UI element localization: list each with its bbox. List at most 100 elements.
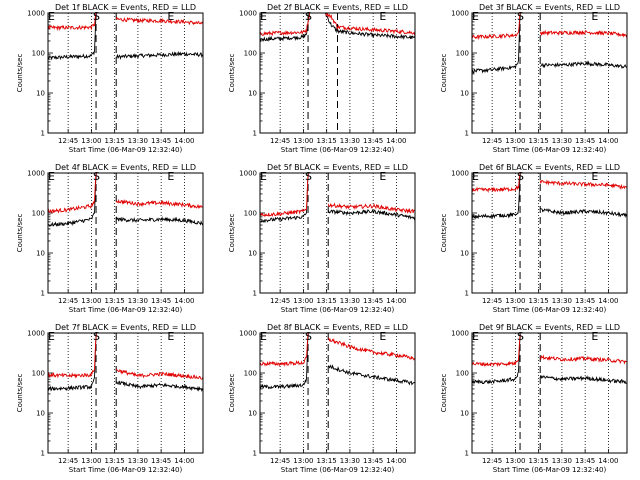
series-black-line — [48, 333, 203, 393]
plot-frame — [259, 172, 416, 294]
y-tick-label: 100 — [456, 210, 469, 218]
series-red-line — [48, 333, 203, 380]
panel-det-2: 12:45 13:00 13:15 13:30 13:45 14:00 1 10 100 1000… — [228, 3, 416, 154]
y-axis-label: Counts/sec — [228, 214, 236, 253]
panel-title: Det 6f BLACK = Events, RED = LLD — [479, 163, 620, 172]
y-tick-label: 10 — [248, 90, 257, 98]
y-tick-label: 1000 — [27, 330, 45, 338]
plot-frame — [259, 332, 416, 454]
x-tick-label: 13:45 — [575, 297, 595, 305]
x-tick-label: 13:45 — [363, 457, 383, 465]
y-tick-label: 100 — [456, 50, 469, 58]
x-tick-label: 13:30 — [340, 297, 360, 305]
x-tick-label: 13:30 — [552, 137, 572, 145]
x-tick-label: 13:30 — [128, 297, 148, 305]
x-axis-label: Start Time (06-Mar-09 12:32:40) — [69, 146, 183, 154]
x-tick-label: 13:00 — [293, 457, 313, 465]
x-tick-label: 12:45 — [270, 457, 290, 465]
event-marker-label: E — [472, 330, 479, 343]
x-tick-label: 13:15 — [105, 297, 125, 305]
y-tick-label: 1000 — [27, 10, 45, 18]
event-marker-label: S — [93, 330, 100, 343]
y-tick-label: 1000 — [239, 330, 257, 338]
x-axis-label: Start Time (06-Mar-09 12:32:40) — [493, 466, 607, 474]
x-tick-label: 13:45 — [363, 137, 383, 145]
y-tick-label: 1 — [465, 450, 469, 458]
event-marker-label: E — [379, 170, 386, 183]
panel-title: Det 8f BLACK = Events, RED = LLD — [267, 323, 408, 332]
event-marker-label: E — [591, 170, 598, 183]
x-tick-label: 14:00 — [174, 297, 194, 305]
event-marker-label: E — [48, 170, 55, 183]
y-tick-label: 1 — [253, 290, 257, 298]
y-tick-label: 10 — [36, 410, 45, 418]
y-tick-label: 1 — [41, 130, 45, 138]
x-tick-label: 13:15 — [317, 297, 337, 305]
x-tick-label: 13:45 — [151, 137, 171, 145]
y-axis-label: Counts/sec — [16, 54, 24, 93]
panel-title: Det 3f BLACK = Events, RED = LLD — [479, 3, 620, 12]
panel-det-6: 12:45 13:00 13:15 13:30 13:45 14:00 1 10 100 1000… — [440, 163, 628, 314]
y-tick-label: 100 — [32, 210, 45, 218]
series-black-line — [472, 173, 627, 220]
y-tick-label: 10 — [460, 90, 469, 98]
x-tick-label: 12:45 — [270, 137, 290, 145]
x-axis-label: Start Time (06-Mar-09 12:32:40) — [69, 466, 183, 474]
x-tick-label: 13:45 — [363, 297, 383, 305]
y-tick-label: 1000 — [451, 330, 469, 338]
event-marker-label: E — [591, 10, 598, 23]
y-tick-label: 10 — [248, 250, 257, 258]
x-axis-label: Start Time (06-Mar-09 12:32:40) — [281, 466, 395, 474]
y-tick-label: 1000 — [239, 10, 257, 18]
y-tick-label: 1 — [253, 450, 257, 458]
x-tick-label: 12:45 — [58, 297, 78, 305]
event-marker-label: S — [305, 10, 312, 23]
panel-det-9: 12:45 13:00 13:15 13:30 13:45 14:00 1 10 100 1000… — [440, 323, 628, 474]
y-tick-label: 100 — [32, 50, 45, 58]
x-axis-label: Start Time (06-Mar-09 12:32:40) — [281, 146, 395, 154]
series-black-line — [48, 13, 203, 61]
event-marker-label: S — [93, 170, 100, 183]
y-axis-label: Counts/sec — [440, 374, 448, 413]
series-red-line — [48, 13, 203, 32]
x-tick-label: 13:15 — [317, 457, 337, 465]
x-tick-label: 12:45 — [270, 297, 290, 305]
x-tick-label: 13:15 — [529, 457, 549, 465]
event-marker-label: E — [379, 10, 386, 23]
panel-title: Det 2f BLACK = Events, RED = LLD — [267, 3, 408, 12]
x-tick-label: 13:00 — [293, 137, 313, 145]
plot-frame — [471, 332, 628, 454]
panel-title: Det 1f BLACK = Events, RED = LLD — [55, 3, 196, 12]
y-axis-label: Counts/sec — [440, 214, 448, 253]
y-axis-label: Counts/sec — [440, 54, 448, 93]
x-tick-label: 13:15 — [529, 137, 549, 145]
x-tick-label: 13:00 — [505, 457, 525, 465]
x-tick-label: 13:30 — [128, 457, 148, 465]
x-tick-label: 14:00 — [598, 457, 618, 465]
plot-frame — [47, 12, 204, 134]
series-black-line — [260, 333, 415, 390]
y-axis-label: Counts/sec — [16, 374, 24, 413]
x-tick-label: 13:00 — [81, 137, 101, 145]
series-black-line — [472, 13, 627, 74]
event-marker-label: S — [517, 170, 524, 183]
x-tick-label: 13:00 — [81, 457, 101, 465]
panel-title: Det 9f BLACK = Events, RED = LLD — [479, 323, 620, 332]
x-tick-label: 14:00 — [598, 297, 618, 305]
plot-frame — [47, 332, 204, 454]
event-marker-label: S — [517, 330, 524, 343]
event-marker-label: S — [517, 10, 524, 23]
event-marker-label: E — [472, 170, 479, 183]
event-marker-label: E — [167, 10, 174, 23]
series-black-line — [472, 334, 627, 385]
x-tick-label: 13:00 — [505, 137, 525, 145]
x-tick-label: 12:45 — [482, 457, 502, 465]
y-tick-label: 1 — [253, 130, 257, 138]
y-tick-label: 1000 — [451, 10, 469, 18]
y-tick-label: 100 — [244, 50, 257, 58]
y-axis-label: Counts/sec — [16, 214, 24, 253]
x-tick-label: 13:00 — [505, 297, 525, 305]
x-tick-label: 13:00 — [293, 297, 313, 305]
event-marker-label: S — [305, 170, 312, 183]
x-tick-label: 12:45 — [482, 137, 502, 145]
